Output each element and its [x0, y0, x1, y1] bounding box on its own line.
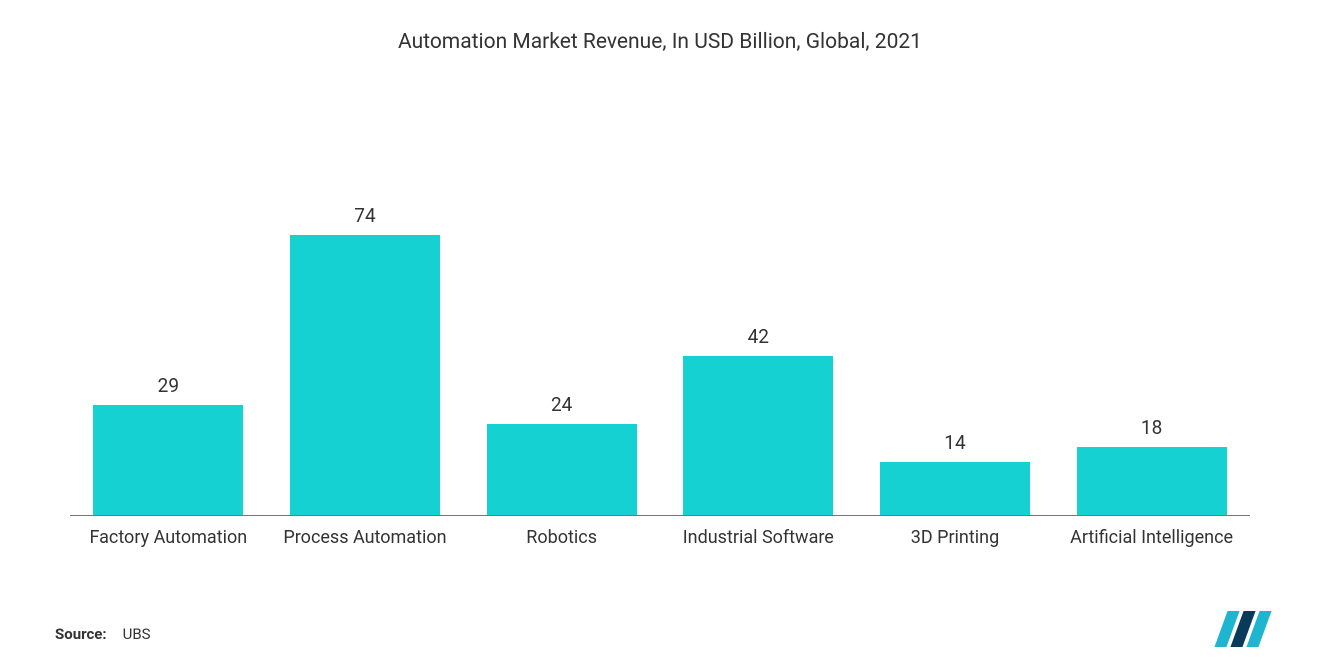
chart-container: Automation Market Revenue, In USD Billio…: [0, 0, 1320, 665]
footer-spacer: [50, 550, 1270, 645]
bar-value-label: 24: [551, 393, 572, 416]
brand-logo: [1221, 611, 1265, 647]
bar: [880, 462, 1030, 515]
category-label: 3D Printing: [872, 526, 1037, 550]
bar-value-label: 18: [1141, 416, 1162, 439]
category-labels-row: Factory Automation Process Automation Robo…: [50, 516, 1270, 550]
bar: [1077, 447, 1227, 515]
category-label: Factory Automation: [86, 526, 251, 550]
category-label: Industrial Software: [676, 526, 841, 550]
category-label: Robotics: [479, 526, 644, 550]
bar-wrapper: 14: [872, 431, 1037, 515]
bar-value-label: 42: [748, 325, 769, 348]
bar: [93, 405, 243, 515]
source-label: Source:: [55, 625, 107, 643]
chart-plot-area: 29 74 24 42 14 18: [50, 104, 1270, 515]
bar-wrapper: 42: [676, 325, 841, 515]
bar-value-label: 29: [158, 374, 179, 397]
bar-value-label: 14: [944, 431, 965, 454]
bar-wrapper: 18: [1069, 416, 1234, 515]
bar-wrapper: 24: [479, 393, 644, 515]
bar-wrapper: 29: [86, 374, 251, 515]
chart-title: Automation Market Revenue, In USD Billio…: [50, 30, 1270, 54]
bar: [683, 356, 833, 515]
category-label: Process Automation: [282, 526, 447, 550]
bar-value-label: 74: [354, 204, 375, 227]
bar: [487, 424, 637, 515]
source-value: UBS: [123, 625, 151, 643]
chart-footer: Source: UBS: [55, 625, 151, 643]
bar-wrapper: 74: [282, 204, 447, 515]
bar: [290, 235, 440, 515]
category-label: Artificial Intelligence: [1069, 526, 1234, 550]
